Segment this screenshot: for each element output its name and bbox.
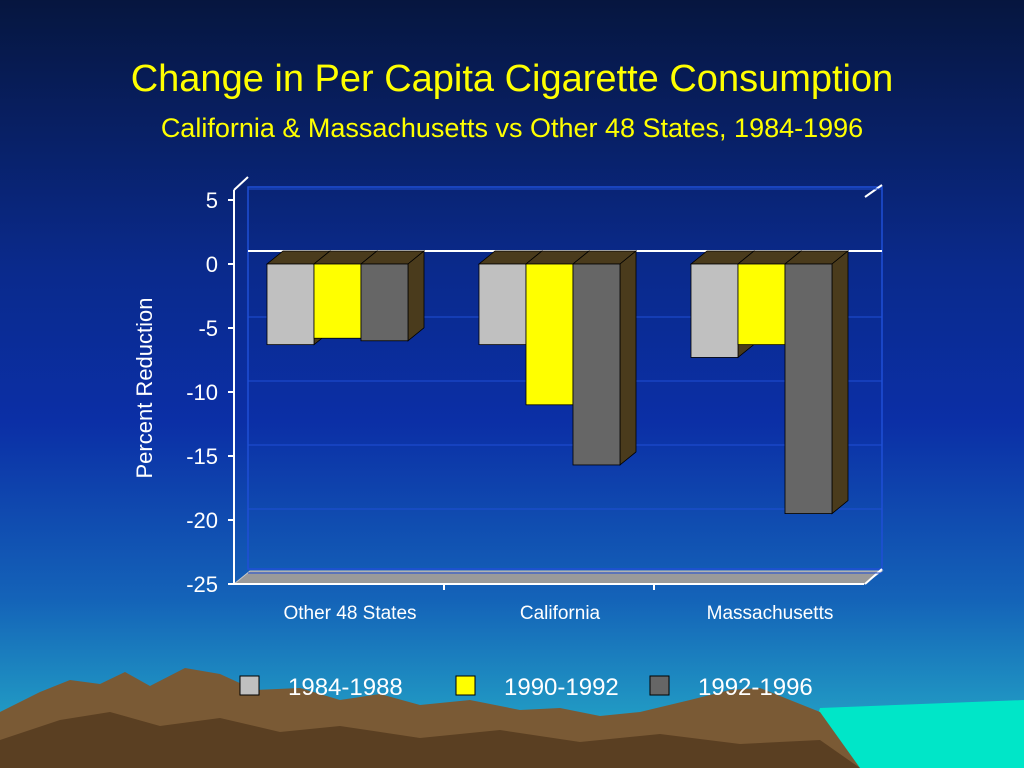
bar: [266, 263, 315, 346]
bar: [737, 263, 786, 346]
y-tick-label: -15: [186, 444, 218, 469]
mountains-ridge: [0, 712, 860, 768]
bar: [525, 263, 574, 406]
bar: [313, 263, 362, 339]
x-category-label: Other 48 States: [283, 603, 416, 624]
legend-swatch: [649, 675, 670, 696]
bar: [572, 263, 621, 466]
slide-title: Change in Per Capita Cigarette Consumpti…: [130, 58, 894, 100]
legend-swatch: [239, 675, 260, 696]
x-axis-labels: Other 48 States California Massachusetts: [283, 584, 833, 624]
legend-label: 1990-1992: [504, 674, 619, 701]
legend-label: 1984-1988: [288, 674, 403, 701]
y-axis-label: Percent Reduction: [132, 298, 157, 479]
y-tick-label: 5: [206, 188, 218, 213]
x-category-label: California: [520, 603, 601, 624]
y-tick-label: -25: [186, 572, 218, 597]
bars: [265, 250, 850, 515]
plot-back-wall: [247, 186, 883, 570]
frame-corner-top: [864, 184, 883, 198]
y-tick-label: -5: [198, 316, 218, 341]
legend-label: 1992-1996: [698, 674, 813, 701]
bar: [360, 263, 409, 342]
bar-side-face: [831, 250, 849, 515]
slide-subtitle: California & Massachusetts vs Other 48 S…: [160, 113, 864, 143]
y-axis-top-edge: [233, 176, 249, 191]
y-tick-label: -20: [186, 508, 218, 533]
bar-side-face: [619, 250, 637, 466]
y-tick-label: -10: [186, 380, 218, 405]
bar: [478, 263, 527, 346]
legend: 1984-1988 1990-1992 1992-1996: [239, 674, 813, 701]
legend-swatch: [455, 675, 476, 696]
frame-corner-bottom: [864, 568, 883, 585]
bar-side-face: [407, 250, 425, 342]
y-axis-ticks: 5 0 -5 -10 -15 -20 -25: [186, 188, 234, 597]
x-category-label: Massachusetts: [707, 603, 834, 624]
bar: [784, 263, 833, 515]
sea-shape: [800, 700, 1024, 768]
y-tick-label: 0: [206, 252, 218, 277]
bar: [690, 263, 739, 358]
